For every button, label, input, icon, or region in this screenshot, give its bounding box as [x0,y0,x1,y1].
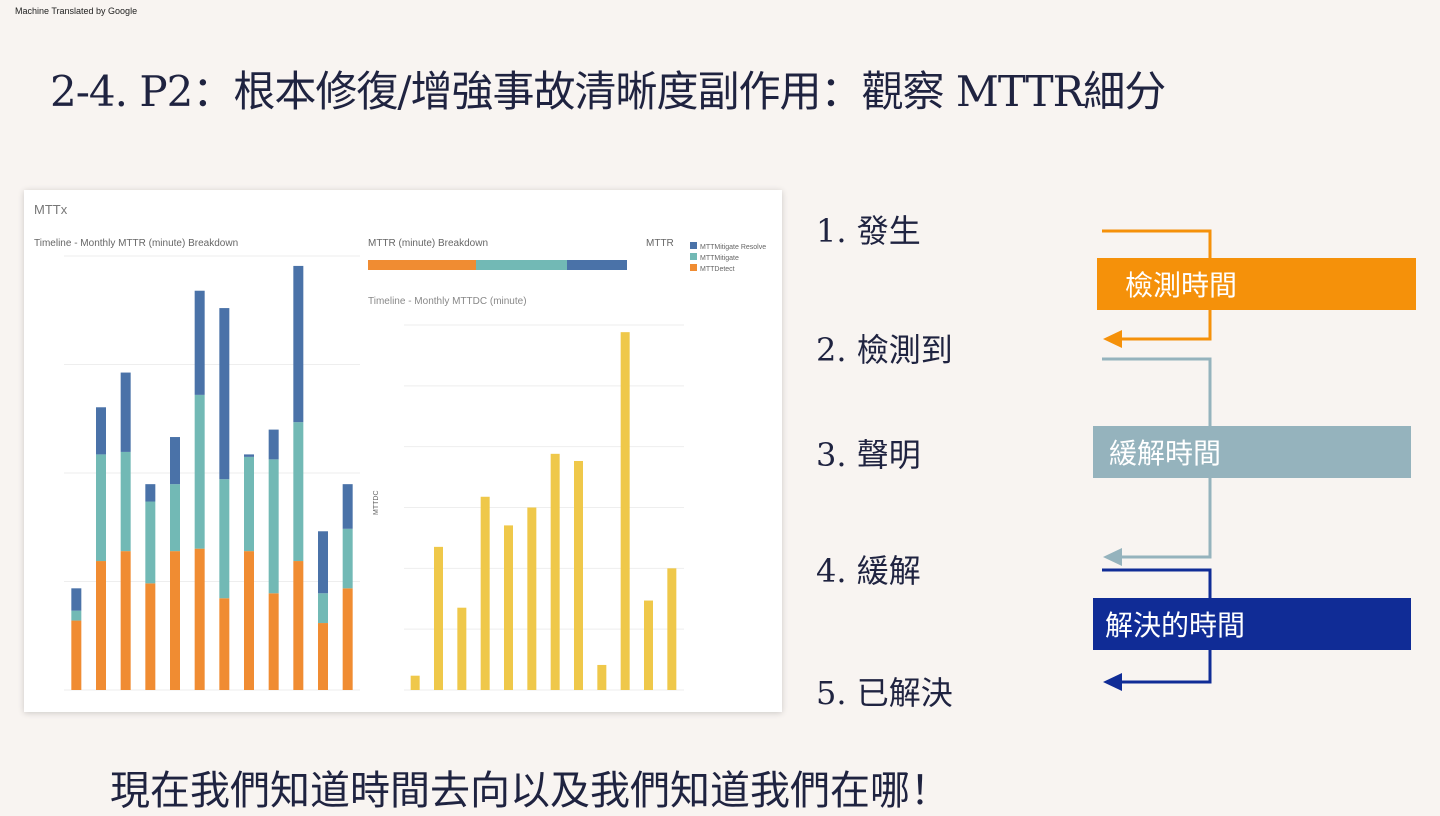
step-detected: 2. 檢測到 [816,331,953,369]
stacked-bar-mitigate [194,394,205,549]
stacked-bar-mitigate [145,501,156,584]
mttdc-bar [574,460,583,690]
stacked-bar-resolve [268,429,279,460]
stacked-bar-detect [219,598,230,690]
breakdown-detect-segment [368,260,476,270]
stacked-bar-resolve [96,407,106,455]
mttdc-bar [527,507,537,690]
stacked-bar-detect [194,548,205,690]
detect-arrowhead-icon [1103,330,1122,348]
footer-statement: 現在我們知道時間去向以及我們知道我們在哪！ [110,768,950,814]
stacked-bar-detect [293,561,304,690]
stacked-bar-resolve [244,454,254,457]
mttr-breakdown-title: MTTR (minute) Breakdown [368,238,488,249]
mttdc-bar [434,546,443,690]
step-mitigated: 4. 緩解 [816,552,921,590]
mitigate-arrowhead-icon [1103,548,1122,566]
stacked-bar-detect [170,551,180,690]
mttdc-bar [504,525,513,690]
stacked-bar-mitigate [120,451,131,552]
mttdc-bar [620,332,630,690]
stacked-bar-detect [96,561,106,690]
stacked-bar-mitigate [318,593,328,624]
stacked-bar-detect [342,588,353,690]
stacked-bar-mitigate [342,528,353,589]
stacked-bar-detect [318,623,328,690]
resolve-arrowhead-icon [1103,673,1122,691]
slide-title: 2-4. P2：根本修復/增強事故清晰度副作用：觀察 MTTR細分 [50,67,1166,116]
legend-item-mitigate: MTTMitigate [700,255,739,262]
legend: MTTMitigate Resolve MTTMitigate MTTDetec… [690,242,766,273]
legend-swatch-detect [690,264,697,271]
watermark: Machine Translated by Google [15,6,138,16]
legend-item-resolve: MTTMitigate Resolve [700,244,766,251]
detect-time-label: 檢測時間 [1125,269,1238,302]
legend-header: MTTR [646,238,674,249]
left-chart-title: Timeline - Monthly MTTR (minute) Breakdo… [34,238,238,249]
mttdc-bar [457,607,467,690]
step-occur: 1. 發生 [816,212,921,250]
stacked-bar-resolve [342,484,353,529]
breakdown-mitigate-segment [476,260,567,270]
mttdc-bar [550,453,560,690]
stacked-bar-detect [71,620,82,690]
stacked-bar-mitigate [219,479,230,599]
mitigate-time-label: 緩解時間 [1109,437,1222,470]
stacked-bar-detect [145,583,156,690]
right-chart-title: Timeline - Monthly MTTDC (minute) [368,296,527,307]
stacked-bar-resolve [71,588,82,611]
mttdc-bar [480,496,490,690]
left-chart-bars [71,265,353,690]
legend-swatch-mitigate [690,253,697,260]
stacked-bar-resolve [219,308,230,480]
stacked-bar-mitigate [293,422,304,562]
right-chart-ylabel: MTTDC [373,491,380,516]
resolve-time-label: 解決的時間 [1105,609,1246,642]
mttdc-bar [597,664,607,690]
stacked-bar-mitigate [170,484,180,552]
right-chart-gridlines [404,324,684,691]
dashboard-canvas: MTTx Timeline - Monthly MTTR (minute) Br… [34,202,766,691]
legend-swatch-resolve [690,242,697,249]
stacked-bar-detect [244,551,254,690]
stacked-bar-resolve [145,484,156,502]
stacked-bar-resolve [318,531,328,594]
mttdc-bar [410,675,420,690]
stacked-bar-mitigate [268,459,279,594]
mitigate-time-band: 緩解時間 [1093,426,1411,478]
left-chart-gridlines [64,255,360,691]
step-declared: 3. 聲明 [816,436,921,474]
step-resolved: 5. 已解決 [816,674,953,712]
stacked-bar-resolve [194,290,205,395]
legend-item-detect: MTTDetect [700,266,735,273]
stacked-bar-detect [268,593,279,690]
stacked-bar-detect [120,551,131,690]
stacked-bar-mitigate [244,456,254,552]
dashboard-screenshot: MTTx Timeline - Monthly MTTR (minute) Br… [24,190,782,712]
stacked-bar-resolve [170,437,180,485]
breakdown-resolve-segment [567,260,627,270]
stacked-bar-mitigate [71,610,82,621]
stacked-bar-mitigate [96,454,106,562]
mttdc-bar [644,600,653,690]
resolve-time-band: 解決的時間 [1093,598,1411,650]
stacked-bar-resolve [293,265,304,423]
stacked-bar-resolve [120,372,131,452]
right-chart-bars [410,332,677,690]
detect-time-band: 檢測時間 [1097,258,1416,310]
mttdc-bar [667,568,677,690]
dashboard-title: MTTx [34,202,68,217]
